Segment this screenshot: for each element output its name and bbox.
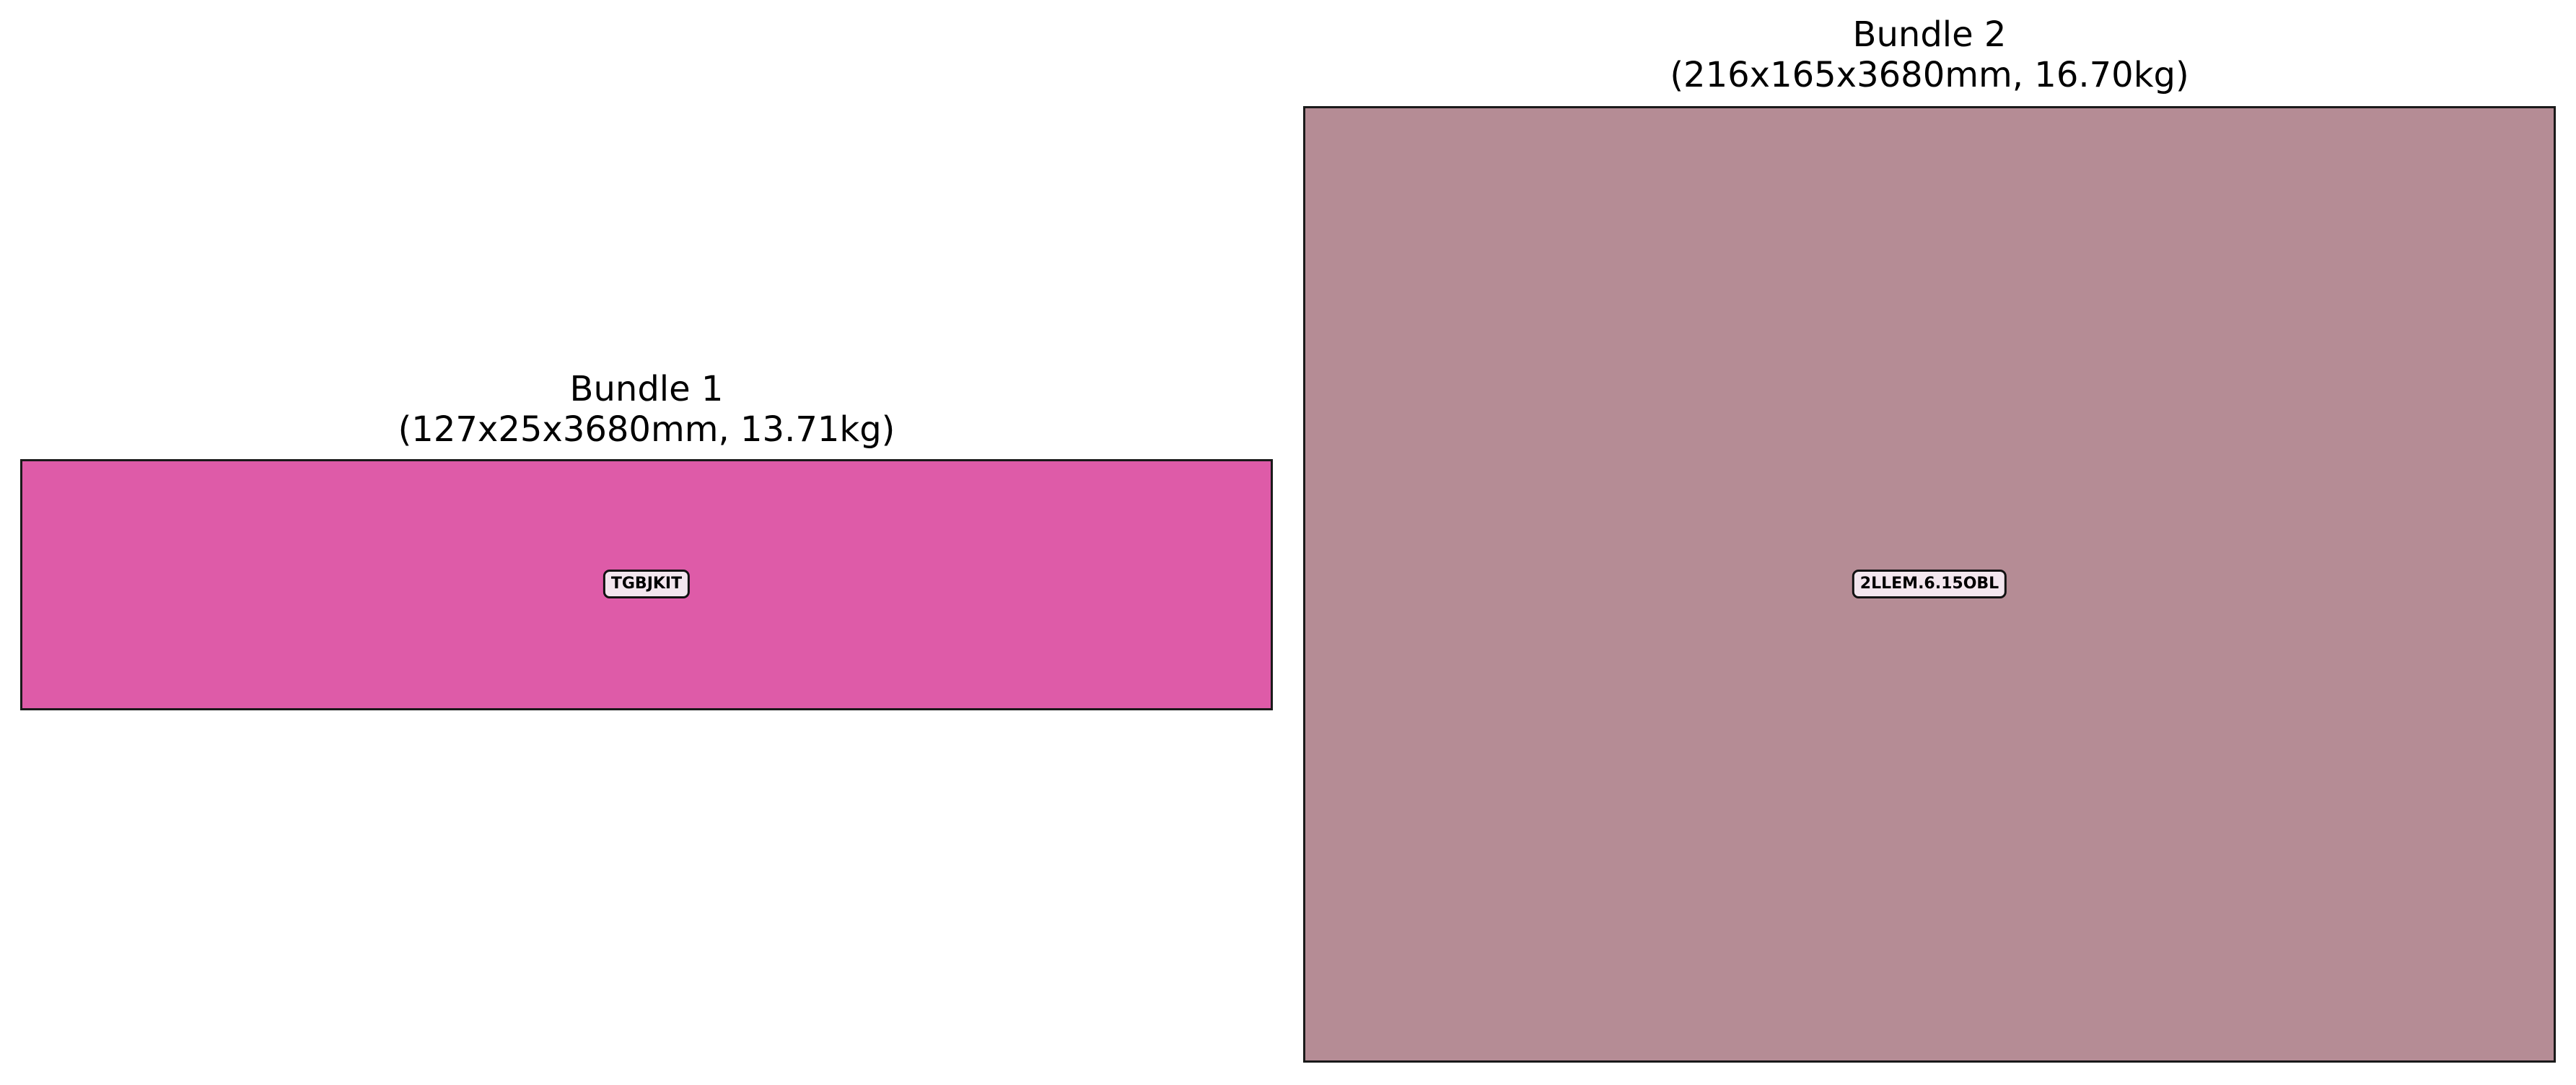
bundle-2-name: Bundle 2 bbox=[1852, 14, 2007, 55]
bundle-1-tag: TGBJKIT bbox=[603, 570, 691, 598]
bundle-2-title: Bundle 2 (216x165x3680mm, 16.70kg) bbox=[1303, 14, 2556, 95]
bundle-2-tag: 2LLEM.6.15OBL bbox=[1852, 570, 2007, 598]
bundle-2-dimensions: (216x165x3680mm, 16.70kg) bbox=[1670, 55, 2189, 95]
bundle-1-dimensions: (127x25x3680mm, 13.71kg) bbox=[398, 409, 895, 450]
bundle-1-name: Bundle 1 bbox=[569, 369, 724, 409]
bundle-1-title: Bundle 1 (127x25x3680mm, 13.71kg) bbox=[20, 369, 1273, 450]
